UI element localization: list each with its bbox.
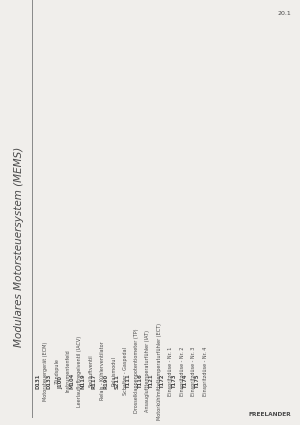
Text: Motorsteuergerät (ECM): Motorsteuergerät (ECM) — [43, 341, 48, 401]
Text: T172: T172 — [160, 374, 165, 389]
Text: T173: T173 — [172, 374, 177, 389]
Text: Spülluftventil: Spülluftventil — [88, 355, 94, 387]
Text: D131: D131 — [35, 374, 40, 389]
Text: Modulares Motorsteuersystem (MEMS): Modulares Motorsteuersystem (MEMS) — [14, 146, 24, 347]
Text: Relais - Kühlerventilator: Relais - Kühlerventilator — [100, 342, 105, 400]
Text: J100: J100 — [58, 376, 63, 389]
Text: R117: R117 — [92, 374, 97, 389]
Text: Schalter - Gaspedal: Schalter - Gaspedal — [123, 347, 128, 395]
Text: N119: N119 — [81, 373, 85, 389]
Text: T175: T175 — [195, 374, 200, 389]
Text: Zündspule: Zündspule — [54, 358, 59, 384]
Text: Instrumentenfeld: Instrumentenfeld — [66, 350, 71, 392]
Text: Einspritzdüse - Nr. 4: Einspritzdüse - Nr. 4 — [202, 346, 208, 396]
Text: R190: R190 — [103, 374, 108, 389]
Text: T174: T174 — [183, 374, 188, 389]
Text: D133: D133 — [46, 374, 51, 389]
Text: Motorkühlmitteltemperaturfühler (ECT): Motorkühlmitteltemperaturfühler (ECT) — [157, 323, 162, 419]
Text: S211: S211 — [115, 374, 120, 389]
Text: Einspritzdüse - Nr. 1: Einspritzdüse - Nr. 1 — [168, 346, 173, 396]
Text: 20.1: 20.1 — [277, 11, 291, 16]
Text: Drosselklappenpotentiometer (TP): Drosselklappenpotentiometer (TP) — [134, 329, 139, 413]
Text: Leerlaufluftregelventil (IACV): Leerlaufluftregelventil (IACV) — [77, 335, 82, 407]
Text: Einspritzdüse - Nr. 2: Einspritzdüse - Nr. 2 — [180, 346, 185, 396]
Text: T111: T111 — [126, 374, 131, 389]
Text: T121: T121 — [149, 374, 154, 389]
Text: Ansauglufttemperaturfühler (IAT): Ansauglufttemperaturfühler (IAT) — [146, 330, 151, 412]
Text: M104: M104 — [69, 373, 74, 389]
Text: FREELANDER: FREELANDER — [248, 412, 291, 417]
Text: T116: T116 — [138, 374, 142, 389]
Text: Relaismodul: Relaismodul — [111, 356, 116, 386]
Text: Einspritzdüse - Nr. 3: Einspritzdüse - Nr. 3 — [191, 346, 196, 396]
